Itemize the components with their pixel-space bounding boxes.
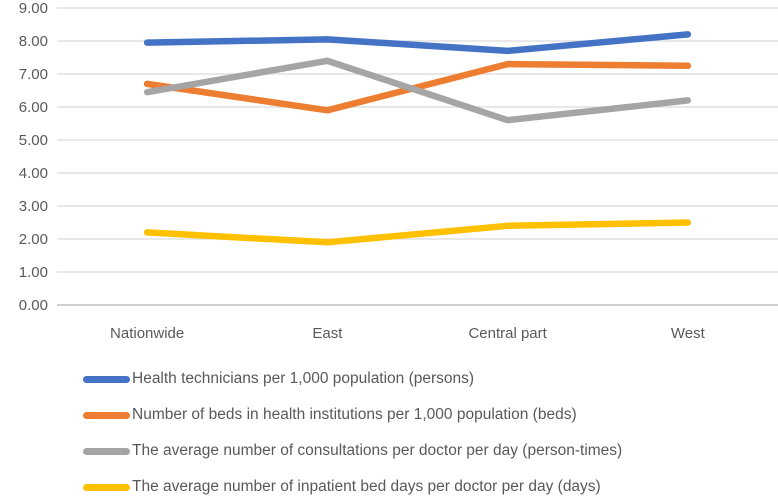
- y-axis-tick-label: 1.00: [19, 264, 48, 281]
- legend-label: The average number of inpatient bed days…: [132, 478, 601, 495]
- legend-swatch-yellow-line-icon: [83, 483, 130, 491]
- chart-legend: Health technicians per 1,000 population …: [0, 361, 778, 498]
- legend-swatch-gray-line-icon: [83, 447, 130, 455]
- y-axis-tick-label: 6.00: [19, 99, 48, 116]
- x-axis-category-label: Central part: [468, 325, 547, 342]
- y-axis-tick-label: 5.00: [19, 132, 48, 149]
- legend-item: Number of beds in health institutions pe…: [83, 397, 778, 433]
- series-line: [143, 57, 692, 124]
- legend-item: Health technicians per 1,000 population …: [83, 361, 778, 397]
- y-axis-tick-label: 2.00: [19, 231, 48, 248]
- series-line: [143, 31, 692, 55]
- legend-label: Number of beds in health institutions pe…: [132, 406, 577, 423]
- legend-swatch-orange-line-icon: [83, 411, 130, 419]
- chart-plot-area: 0.00 1.00 2.00 3.00 4.00 5.00 6.00 7.00 8.00 9.00…: [19, 0, 778, 342]
- y-axis-tick-label: 8.00: [19, 33, 48, 50]
- y-axis-tick-label: 3.00: [19, 198, 48, 215]
- y-axis-tick-label: 7.00: [19, 66, 48, 83]
- x-axis-category-label: East: [312, 325, 343, 342]
- legend-label: Health technicians per 1,000 population …: [132, 370, 475, 387]
- x-axis-category-label: West: [671, 325, 706, 342]
- legend-label: The average number of consultations per …: [132, 442, 623, 459]
- y-axis-tick-label: 0.00: [19, 297, 48, 314]
- x-axis-category-label: Nationwide: [110, 325, 184, 342]
- y-axis-tick-label: 4.00: [19, 165, 48, 182]
- y-axis-tick-label: 9.00: [19, 0, 48, 17]
- legend-item: The average number of consultations per …: [83, 433, 778, 469]
- series-line: [143, 219, 692, 246]
- legend-item: The average number of inpatient bed days…: [83, 469, 778, 498]
- legend-swatch-blue-line-icon: [83, 375, 130, 383]
